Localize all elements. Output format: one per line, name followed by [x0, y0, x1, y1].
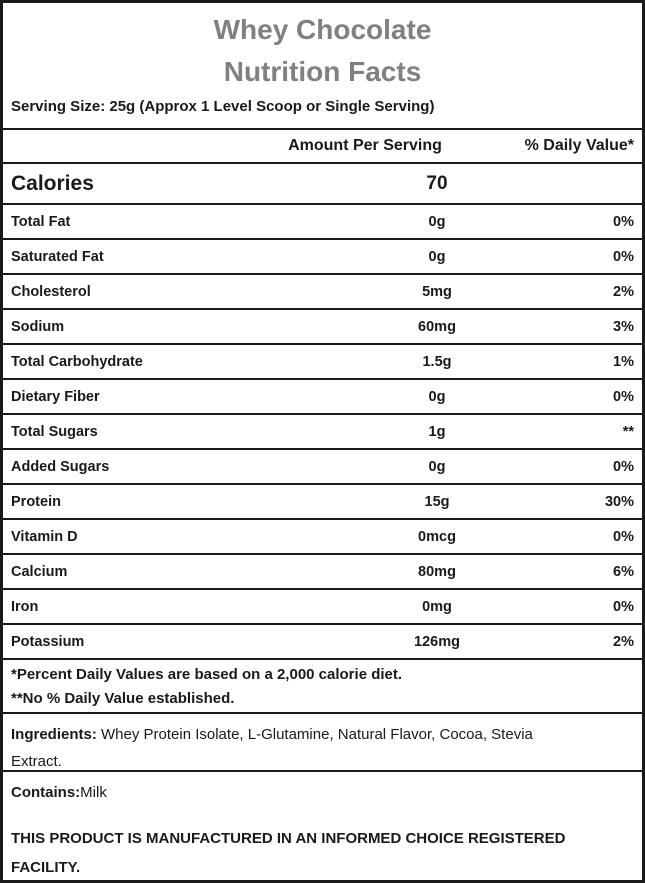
nutrient-row: Total Fat 0g 0%	[3, 203, 642, 238]
daily-value: 0%	[613, 248, 634, 265]
nutrient-label: Cholesterol	[11, 283, 91, 300]
column-header-daily-value: % Daily Value*	[524, 137, 634, 154]
daily-value: 0%	[613, 528, 634, 545]
amount-value: 0mg	[422, 598, 452, 615]
nutrient-label: Saturated Fat	[11, 248, 104, 265]
facts-title: Nutrition Facts	[223, 56, 422, 87]
nutrient-row: Total Sugars 1g **	[3, 413, 642, 448]
amount-value: 0g	[428, 213, 446, 230]
nutrient-row: Total Carbohydrate 1.5g 1%	[3, 343, 642, 378]
daily-value: 2%	[613, 633, 634, 650]
amount-value: 1.5g	[422, 353, 452, 370]
daily-value: 1%	[613, 353, 634, 370]
nutrient-row: Sodium 60mg 3%	[3, 308, 642, 343]
daily-value: 2%	[613, 283, 634, 300]
ingredients-text: Whey Protein Isolate, L-Glutamine, Natur…	[11, 726, 533, 770]
daily-value: 0%	[613, 598, 634, 615]
nutrient-label: Potassium	[11, 633, 85, 650]
nutrient-row: Dietary Fiber 0g 0%	[3, 378, 642, 413]
ingredients-label: Ingredients:	[11, 726, 97, 743]
footnotes: *Percent Daily Values are based on a 2,0…	[3, 658, 642, 712]
nutrient-row: Calcium 80mg 6%	[3, 553, 642, 588]
nutrient-row: Cholesterol 5mg 2%	[3, 273, 642, 308]
nutrient-row: Protein 15g 30%	[3, 483, 642, 518]
nutrient-row: Iron 0mg 0%	[3, 588, 642, 623]
nutrient-row: Saturated Fat 0g 0%	[3, 238, 642, 273]
ingredients-section: Ingredients: Whey Protein Isolate, L-Glu…	[3, 712, 642, 770]
contains-line: Contains:Milk	[11, 780, 634, 806]
calories-row: Calories 70	[3, 162, 642, 203]
footnote-no-daily-value: **No % Daily Value established.	[11, 690, 235, 707]
daily-value: 6%	[613, 563, 634, 580]
amount-value: 5mg	[422, 283, 452, 300]
amount-value: 0g	[428, 388, 446, 405]
amount-value: 1g	[428, 423, 446, 440]
amount-value: 15g	[424, 493, 450, 510]
amount-value: 70	[426, 172, 448, 194]
amount-value: 60mg	[418, 318, 456, 335]
contains-label: Contains:	[11, 784, 81, 801]
nutrient-row: Added Sugars 0g 0%	[3, 448, 642, 483]
daily-value: 3%	[613, 318, 634, 335]
daily-value: 0%	[613, 213, 634, 230]
nutrient-label: Vitamin D	[11, 528, 78, 545]
amount-value: 126mg	[414, 633, 460, 650]
amount-value: 0g	[428, 248, 446, 265]
daily-value: 0%	[613, 388, 634, 405]
column-header-row: Amount Per Serving % Daily Value*	[3, 128, 642, 162]
nutrient-label: Calories	[11, 171, 94, 195]
nutrient-label: Calcium	[11, 563, 68, 580]
nutrient-label: Protein	[11, 493, 61, 510]
nutrient-label: Iron	[11, 598, 39, 615]
nutrient-row: Potassium 126mg 2%	[3, 623, 642, 658]
footnote-daily-values: *Percent Daily Values are based on a 2,0…	[11, 666, 403, 683]
contains-text: Milk	[80, 784, 107, 801]
label-header: Whey Chocolate Nutrition Facts Serving S…	[3, 3, 642, 128]
nutrient-label: Total Sugars	[11, 423, 98, 440]
product-title: Whey Chocolate	[213, 14, 432, 45]
amount-value: 0mcg	[418, 528, 456, 545]
nutrient-row: Vitamin D 0mcg 0%	[3, 518, 642, 553]
nutrient-label: Sodium	[11, 318, 65, 335]
nutrient-label: Total Fat	[11, 213, 71, 230]
daily-value: 30%	[604, 493, 634, 510]
facility-statement: THIS PRODUCT IS MANUFACTURED IN AN INFOR…	[11, 830, 566, 876]
daily-value: **	[622, 423, 634, 440]
serving-size: Serving Size: 25g (Approx 1 Level Scoop …	[11, 98, 435, 115]
nutrient-label: Dietary Fiber	[11, 388, 100, 405]
amount-value: 80mg	[418, 563, 456, 580]
daily-value: 0%	[613, 458, 634, 475]
column-header-amount: Amount Per Serving	[288, 137, 442, 154]
amount-value: 0g	[428, 458, 446, 475]
allergen-and-facility-section: Contains:Milk THIS PRODUCT IS MANUFACTUR…	[3, 770, 642, 880]
nutrient-label: Added Sugars	[11, 458, 110, 475]
nutrient-label: Total Carbohydrate	[11, 353, 143, 370]
